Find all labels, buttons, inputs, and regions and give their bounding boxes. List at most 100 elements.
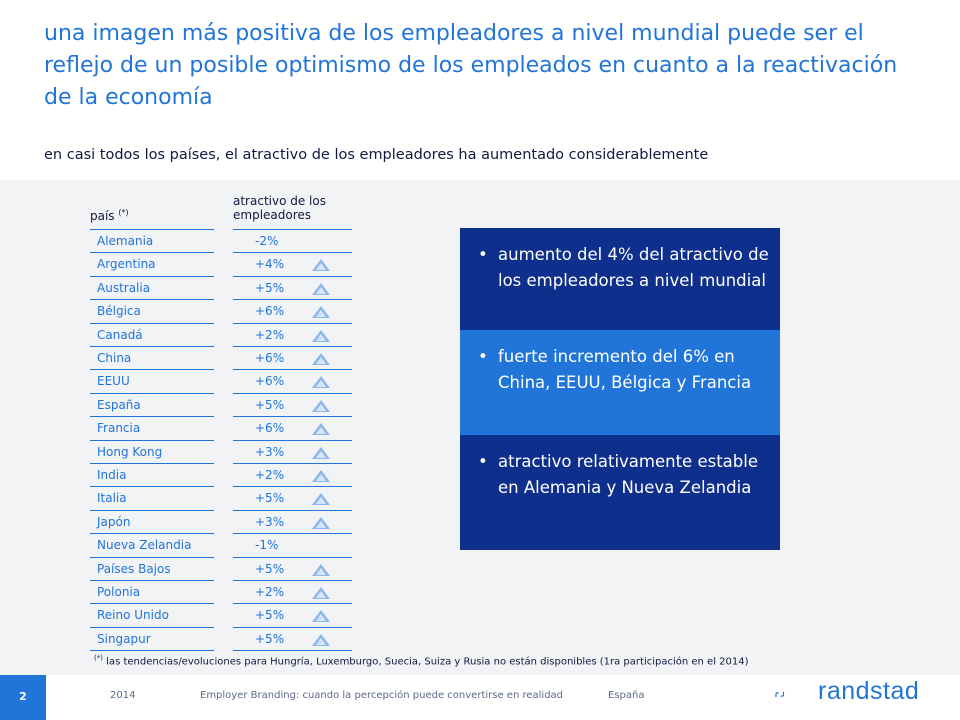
bullet-glyph: • bbox=[478, 452, 488, 471]
row-rule bbox=[90, 509, 214, 511]
trend-up-icon bbox=[312, 423, 330, 436]
country-name: Francia bbox=[97, 421, 141, 436]
country-name: Bélgica bbox=[97, 304, 141, 319]
country-name: España bbox=[97, 397, 141, 412]
attractiveness-value: +5% bbox=[255, 397, 285, 412]
attractiveness-value: +2% bbox=[255, 327, 285, 342]
row-rule bbox=[233, 626, 352, 628]
footer bbox=[0, 675, 960, 720]
row-rule bbox=[233, 533, 352, 535]
row-rule bbox=[90, 369, 214, 371]
country-name: Reino Unido bbox=[97, 608, 169, 623]
row-rule bbox=[90, 322, 214, 324]
country-name: Polonia bbox=[97, 585, 141, 599]
row-rule bbox=[233, 392, 352, 394]
row-rule bbox=[90, 252, 214, 254]
row-rule bbox=[90, 556, 214, 558]
row-rule bbox=[90, 463, 214, 464]
row-rule bbox=[233, 299, 352, 301]
callout-box-global: • aumento del 4% del atractivo de los em… bbox=[460, 228, 780, 330]
page-number-box bbox=[0, 675, 46, 720]
trend-up-icon bbox=[312, 399, 330, 412]
trend-up-icon bbox=[312, 563, 330, 576]
country-name: Argentina bbox=[97, 257, 156, 272]
attractiveness-value: +6% bbox=[255, 304, 285, 319]
row-rule bbox=[233, 556, 352, 558]
row-rule bbox=[233, 322, 352, 324]
trend-up-icon bbox=[312, 376, 330, 389]
country-name: Nueva Zelandia bbox=[97, 538, 192, 553]
footnote: (*) las tendencias/evoluciones para Hung… bbox=[94, 654, 749, 667]
footer-country: España bbox=[608, 690, 645, 701]
row-rule bbox=[233, 346, 352, 347]
country-name: EEUU bbox=[97, 374, 130, 389]
trend-up-icon bbox=[312, 353, 330, 365]
trend-up-icon bbox=[312, 329, 330, 342]
row-rule bbox=[90, 416, 214, 418]
row-rule bbox=[90, 439, 214, 441]
row-rule bbox=[233, 252, 352, 254]
page-subtitle: en casi todos los países, el atractivo d… bbox=[44, 147, 709, 163]
callout-box-stable: • atractivo relativamente estable en Ale… bbox=[460, 435, 780, 550]
country-header-rule bbox=[90, 229, 214, 230]
attractiveness-value: +3% bbox=[255, 444, 285, 459]
callout-text-global: aumento del 4% del atractivo de los empl… bbox=[498, 245, 769, 290]
footer-report-title: Employer Branding: cuando la percepción … bbox=[200, 690, 564, 701]
country-header-footnote-mark: (*) bbox=[118, 208, 129, 217]
value-column-header: atractivo de los empleadores bbox=[233, 194, 326, 222]
country-name: Hong Kong bbox=[97, 444, 163, 459]
row-rule bbox=[233, 463, 352, 464]
country-name: Alemania bbox=[97, 234, 154, 248]
attractiveness-value: -2% bbox=[255, 234, 279, 248]
attractiveness-value: +5% bbox=[255, 608, 285, 623]
bullet-glyph: • bbox=[478, 245, 488, 264]
row-rule bbox=[233, 650, 352, 652]
row-rule bbox=[90, 392, 214, 394]
trend-up-icon bbox=[312, 516, 330, 529]
row-rule bbox=[233, 439, 352, 441]
trend-up-icon bbox=[312, 633, 330, 646]
country-name: Australia bbox=[97, 280, 151, 295]
trend-up-icon bbox=[312, 306, 330, 319]
attractiveness-value: +5% bbox=[255, 491, 285, 506]
country-name: Canadá bbox=[97, 327, 143, 342]
footnote-text: las tendencias/evoluciones para Hungría,… bbox=[106, 656, 749, 668]
trend-up-icon bbox=[312, 282, 330, 295]
row-rule bbox=[233, 580, 352, 581]
attractiveness-value: -1% bbox=[255, 538, 279, 553]
trend-up-icon bbox=[312, 587, 330, 599]
bullet-glyph: • bbox=[478, 347, 488, 366]
trend-up-icon bbox=[312, 470, 330, 482]
country-name: China bbox=[97, 351, 132, 365]
country-name: Singapur bbox=[97, 631, 151, 646]
attractiveness-value: +6% bbox=[255, 351, 285, 365]
row-rule bbox=[90, 580, 214, 581]
trend-up-icon bbox=[312, 259, 330, 272]
country-header-label: país bbox=[90, 209, 115, 223]
country-name: Países Bajos bbox=[97, 561, 171, 576]
attractiveness-value: +2% bbox=[255, 585, 285, 599]
row-rule bbox=[90, 346, 214, 347]
row-rule bbox=[90, 650, 214, 652]
country-name: Italia bbox=[97, 491, 127, 506]
callout-box-increase: • fuerte incremento del 6% en China, EEU… bbox=[460, 330, 780, 435]
row-rule bbox=[90, 299, 214, 301]
row-rule bbox=[233, 416, 352, 418]
attractiveness-value: +4% bbox=[255, 257, 285, 272]
attractiveness-value: +3% bbox=[255, 514, 285, 529]
row-rule bbox=[233, 486, 352, 488]
row-rule bbox=[90, 533, 214, 535]
attractiveness-value: +6% bbox=[255, 421, 285, 436]
attractiveness-value: +5% bbox=[255, 561, 285, 576]
row-rule bbox=[233, 509, 352, 511]
attractiveness-value: +5% bbox=[255, 280, 285, 295]
footer-year: 2014 bbox=[110, 690, 136, 701]
callout-text-increase: fuerte incremento del 6% en China, EEUU,… bbox=[498, 347, 752, 392]
attractiveness-value: +6% bbox=[255, 374, 285, 389]
country-name: India bbox=[97, 468, 127, 482]
trend-up-icon bbox=[312, 446, 330, 459]
row-rule bbox=[90, 275, 214, 277]
country-name: Japón bbox=[97, 514, 131, 529]
row-rule bbox=[233, 603, 352, 605]
page-title: una imagen más positiva de los empleador… bbox=[44, 21, 898, 110]
